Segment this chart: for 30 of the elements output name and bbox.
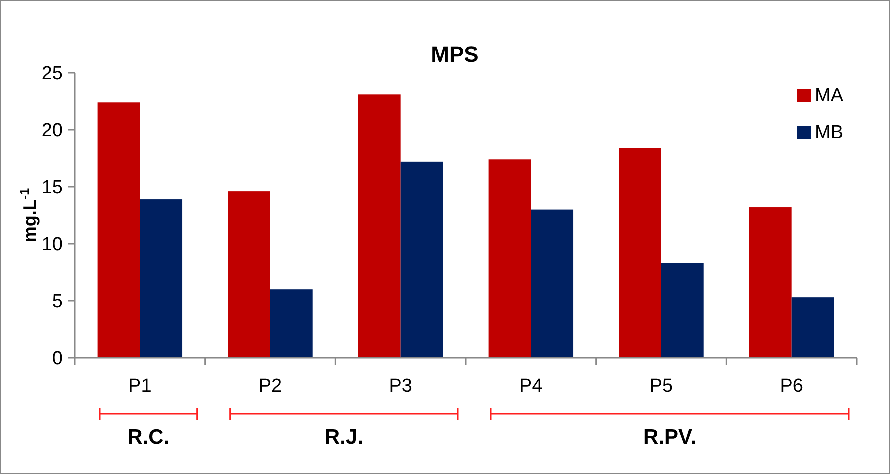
x-tick-label: P4 xyxy=(520,376,544,397)
text: R.C. xyxy=(128,426,170,449)
legend-label: MB xyxy=(815,122,844,144)
x-tick-label: P2 xyxy=(258,376,282,397)
bar xyxy=(531,210,574,358)
bar xyxy=(140,200,183,358)
bar xyxy=(228,192,270,358)
bar xyxy=(792,298,834,358)
chart-title: MPS xyxy=(431,42,479,67)
x-tick-label: P6 xyxy=(780,376,804,397)
bar xyxy=(358,94,401,358)
bar xyxy=(400,162,444,358)
bar xyxy=(619,148,662,358)
text: R.PV. xyxy=(644,426,696,449)
y-tick-label: 10 xyxy=(42,234,63,256)
y-tick-label: 15 xyxy=(42,178,63,199)
bar xyxy=(488,160,532,358)
bar xyxy=(270,290,313,358)
bar xyxy=(749,208,792,358)
text: R.J. xyxy=(324,426,364,449)
y-tick-label: 5 xyxy=(52,292,63,313)
y-tick-label: 25 xyxy=(42,64,63,85)
bar xyxy=(98,102,140,358)
x-tick-label: P5 xyxy=(650,376,674,397)
x-tick-label: P1 xyxy=(128,376,152,397)
x-tick-label: P3 xyxy=(389,376,412,397)
y-tick-label: 20 xyxy=(42,120,63,142)
legend-label: MA xyxy=(815,86,844,107)
y-tick-label: 0 xyxy=(52,348,63,370)
bar xyxy=(662,263,704,358)
